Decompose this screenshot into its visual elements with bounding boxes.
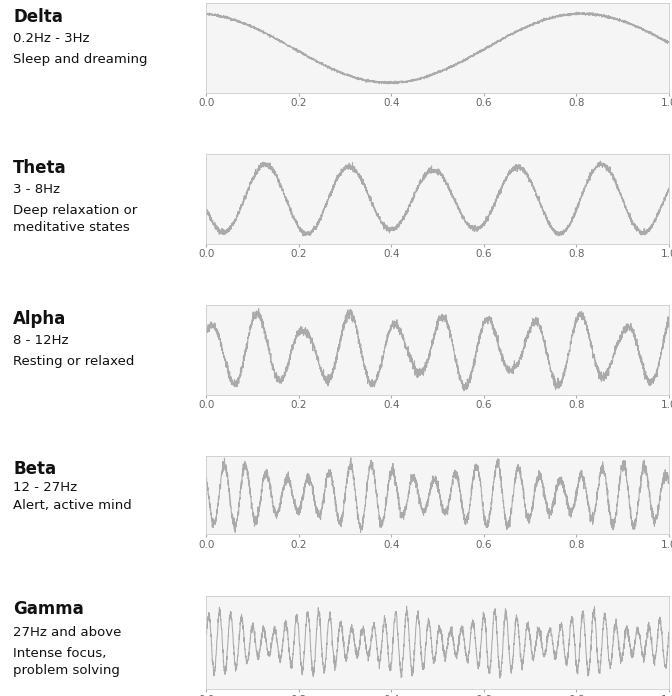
Text: Theta: Theta xyxy=(13,159,67,177)
Text: Gamma: Gamma xyxy=(13,601,84,618)
Text: Resting or relaxed: Resting or relaxed xyxy=(13,355,134,367)
Text: Delta: Delta xyxy=(13,8,63,26)
Text: Beta: Beta xyxy=(13,460,56,478)
Text: Alpha: Alpha xyxy=(13,310,67,328)
Text: 12 - 27Hz: 12 - 27Hz xyxy=(13,482,77,494)
Text: Intense focus,
problem solving: Intense focus, problem solving xyxy=(13,647,120,677)
Text: Alert, active mind: Alert, active mind xyxy=(13,499,132,512)
Text: 8 - 12Hz: 8 - 12Hz xyxy=(13,334,69,347)
Text: 0.2Hz - 3Hz: 0.2Hz - 3Hz xyxy=(13,32,90,45)
Text: Deep relaxation or
meditative states: Deep relaxation or meditative states xyxy=(13,204,138,234)
Text: Sleep and dreaming: Sleep and dreaming xyxy=(13,53,148,65)
Text: 3 - 8Hz: 3 - 8Hz xyxy=(13,183,60,196)
Text: 27Hz and above: 27Hz and above xyxy=(13,626,122,638)
